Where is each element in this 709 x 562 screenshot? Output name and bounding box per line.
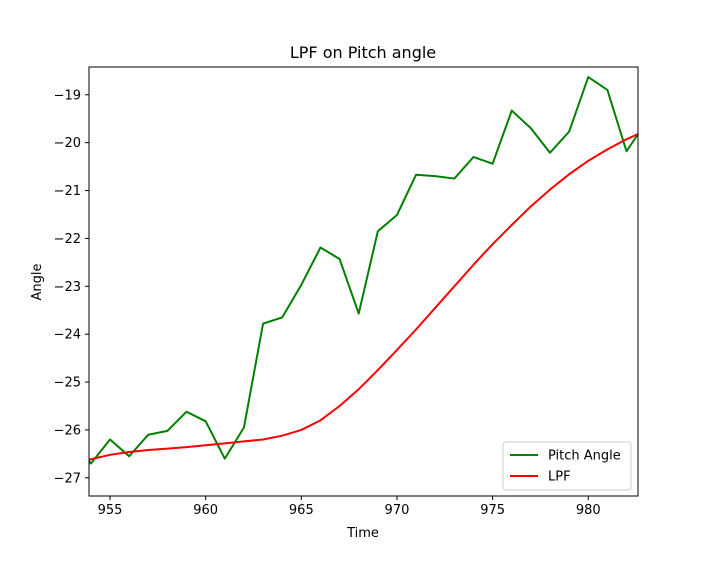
x-tick-label: 955 bbox=[98, 503, 123, 518]
series-line-0 bbox=[89, 76, 638, 465]
x-tick-label: 975 bbox=[480, 503, 505, 518]
y-tick-label: −22 bbox=[54, 232, 81, 247]
x-tick-label: 965 bbox=[289, 503, 314, 518]
axes: 955 960 965 970 975 980 −27 −26 −25 −24 −23 −22 −21 −… bbox=[54, 66, 639, 518]
x-tick-label: 970 bbox=[385, 503, 410, 518]
y-tick-label: −19 bbox=[54, 88, 81, 103]
x-tick-label: 980 bbox=[576, 503, 601, 518]
chart-title: LPF on Pitch angle bbox=[290, 43, 436, 62]
axes-frame bbox=[88, 66, 639, 497]
series-line-1 bbox=[89, 133, 638, 461]
x-axis-label: Time bbox=[346, 526, 379, 541]
y-tick-label: −23 bbox=[54, 280, 81, 295]
y-tick-label: −25 bbox=[54, 376, 81, 391]
y-tick-label: −26 bbox=[54, 423, 81, 438]
x-tick-label: 960 bbox=[193, 503, 218, 518]
y-axis-label: Angle bbox=[30, 264, 45, 301]
plot-area bbox=[89, 76, 638, 465]
y-tick-label: −27 bbox=[54, 471, 81, 486]
legend-label-1: LPF bbox=[548, 470, 571, 485]
y-tick-label: −24 bbox=[54, 328, 81, 343]
legend: Pitch Angle LPF bbox=[502, 441, 632, 491]
legend-label-0: Pitch Angle bbox=[548, 449, 621, 464]
y-tick-label: −21 bbox=[54, 184, 81, 199]
y-tick-label: −20 bbox=[54, 136, 81, 151]
